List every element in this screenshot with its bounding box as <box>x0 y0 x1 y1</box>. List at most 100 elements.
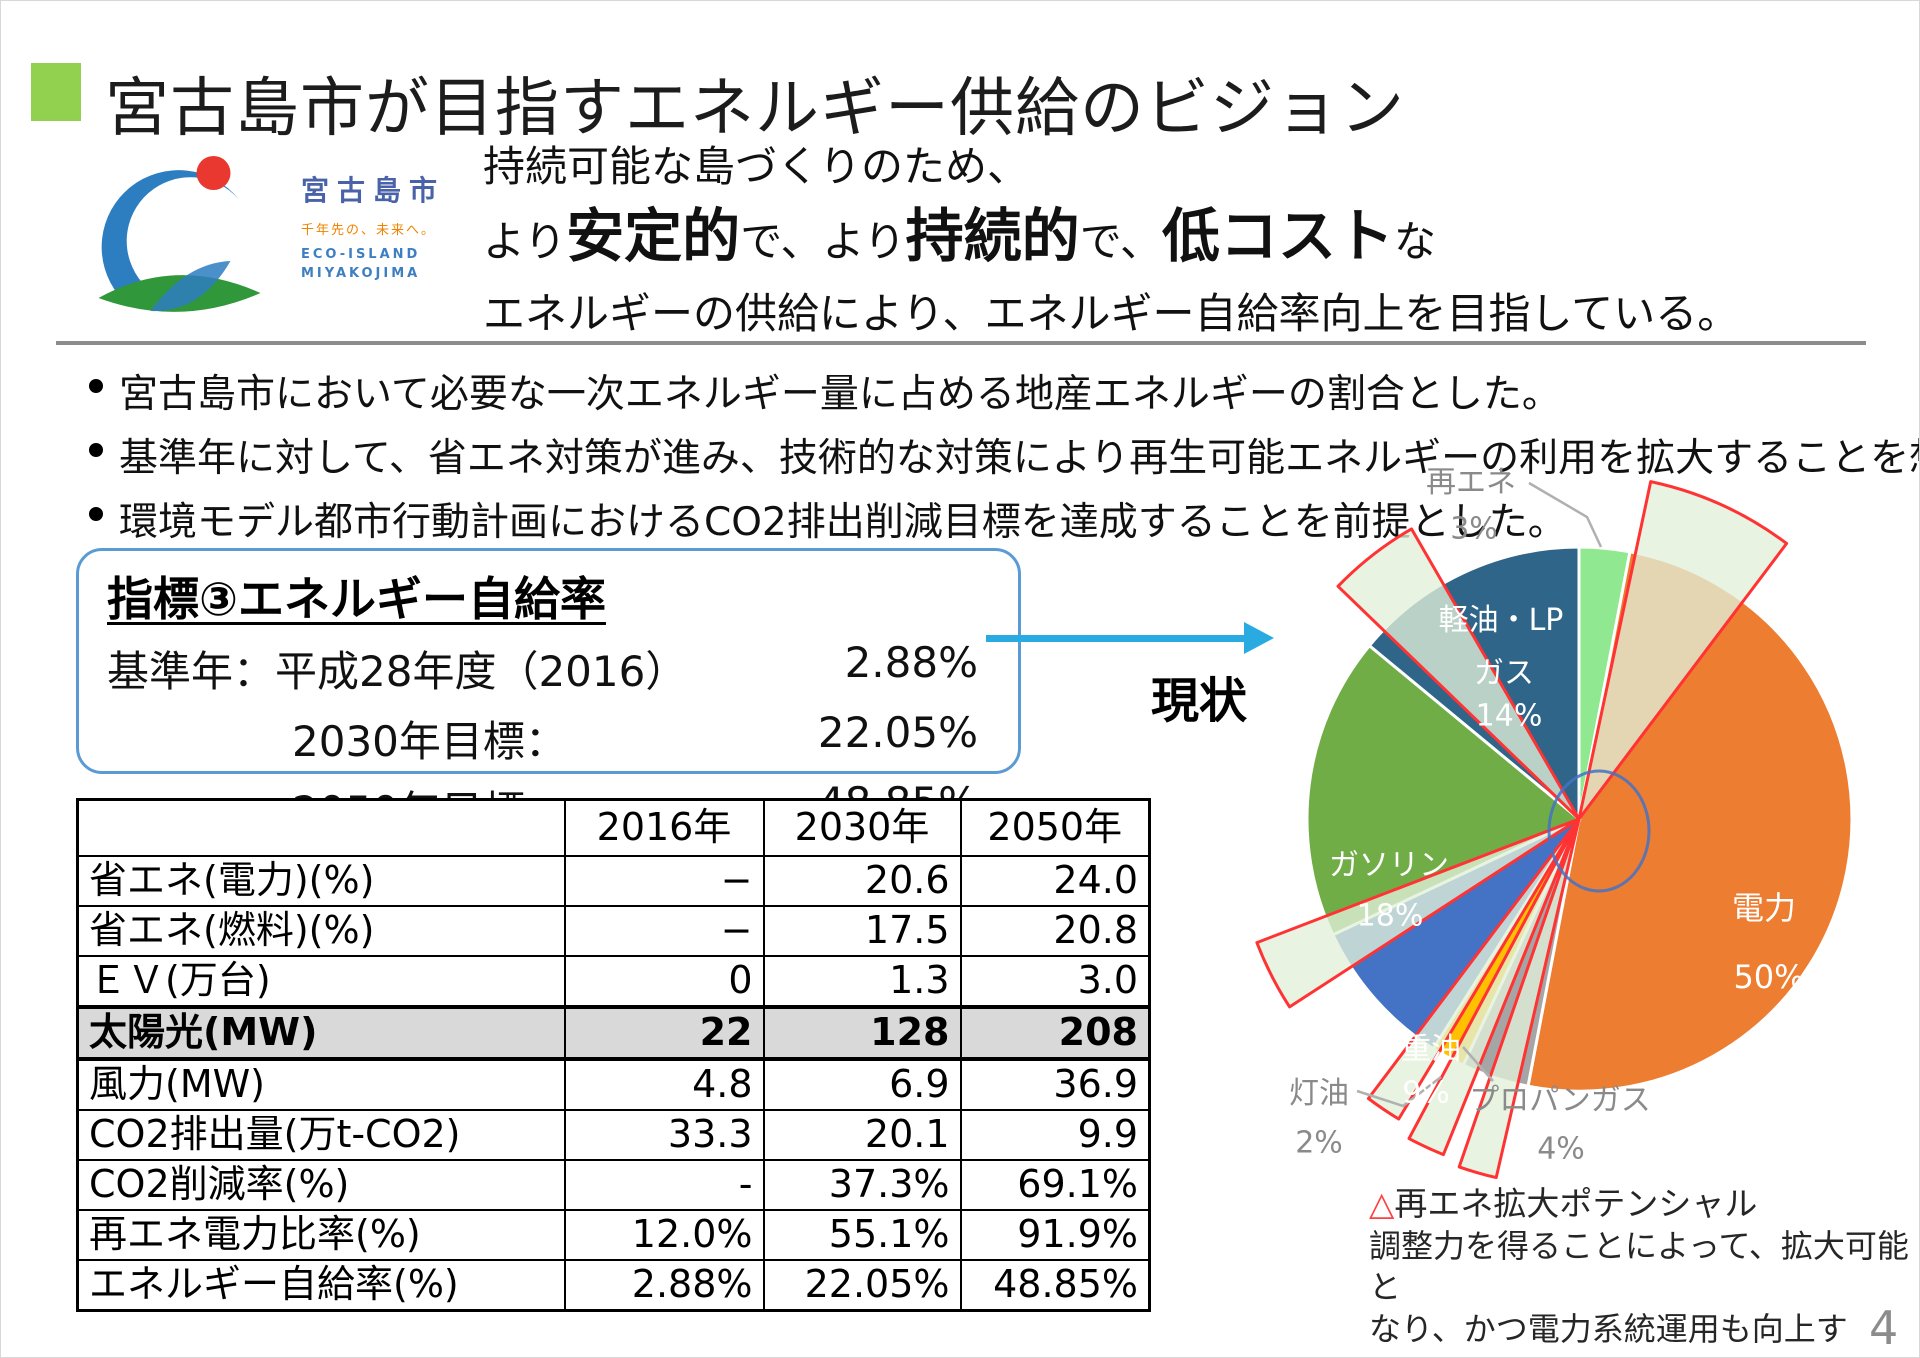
cell-2030: 17.5 <box>762 905 962 957</box>
logo-swoosh <box>101 170 239 295</box>
slogan-keyword-sustainable: 持続的 <box>905 202 1080 270</box>
slogan-keyword-stable: 安定的 <box>566 202 741 270</box>
energy-pie-chart <box>1255 480 1854 1180</box>
table-row: CO2排出量(万t-CO2) 33.3 20.1 9.9 <box>76 1109 1151 1161</box>
indicator-heading: 指標③エネルギー自給率 <box>107 572 606 626</box>
cell-2016: 33.3 <box>563 1109 765 1161</box>
cell-2016: 0 <box>563 955 765 1008</box>
col-header-2050: 2050年 <box>959 798 1151 857</box>
pie-pct-gasoline: 18% <box>1356 898 1424 934</box>
cell-2050: 69.1% <box>959 1159 1151 1211</box>
bullet-item: 宮古島市において必要な一次エネルギー量に占める地産エネルギーの割合とした。 <box>89 363 1589 419</box>
cell-2050: 24.0 <box>959 855 1151 907</box>
row-label: 省エネ(電力)(%) <box>76 855 566 907</box>
table-row-highlight-solar: 太陽光(MW) 22 128 208 <box>76 1005 1151 1061</box>
cell-2016: 22 <box>563 1005 765 1061</box>
cell-2016: 12.0% <box>563 1209 765 1261</box>
cell-2016: − <box>563 905 765 957</box>
bullet-dot-icon <box>89 443 103 457</box>
logo-eco-island: ECO-ISLAND <box>301 247 421 262</box>
slogan-keyword-lowcost: 低コスト <box>1162 202 1395 270</box>
cell-2050: 36.9 <box>959 1058 1151 1111</box>
center-circle-annotation <box>1547 769 1651 893</box>
slogan-part: で、 <box>1079 217 1163 266</box>
cell-2016: 4.8 <box>563 1058 765 1111</box>
pie-pct-renewable: 3% <box>1450 511 1498 547</box>
slogan-line2: より安定的で、より持続的で、低コストな <box>483 202 1733 276</box>
row-label: エネルギー自給率(%) <box>76 1259 566 1312</box>
cell-2030: 128 <box>762 1005 962 1061</box>
expansion-wedge-top-right <box>1577 480 1789 821</box>
indicator-box: 指標③エネルギー自給率 基準年：平成28年度（2016） 2.88% 2030年… <box>76 548 1021 836</box>
table-row: 風力(MW) 4.8 6.9 36.9 <box>76 1058 1151 1111</box>
indicator-value: 2.88% <box>844 638 978 687</box>
current-state-label: 現状 <box>1151 673 1248 729</box>
pie-label-electricity: 電力 <box>1731 889 1797 927</box>
logo-miyakojima: MIYAKOJIMA <box>301 265 421 281</box>
cell-2016: - <box>563 1159 765 1211</box>
pie-label-heavy-oil: 重油 <box>1401 1032 1461 1067</box>
logo-wave <box>150 261 231 312</box>
pie-slice-gasoline <box>1305 643 1582 937</box>
bullet-text: 基準年に対して、省エネ対策が進み、技術的な対策により再生可能エネルギーの利用を拡… <box>119 436 1920 481</box>
note-body-line2: なり、かつ電力系統運用も向上する。 <box>1369 1310 1848 1357</box>
cell-2030: 20.6 <box>762 855 962 907</box>
slogan-block: 持続可能な島づくりのため、 より安定的で、より持続的で、低コストな エネルギーの… <box>483 133 1740 341</box>
indicator-label: 基準年：平成28年度（2016） <box>107 647 688 696</box>
table-row: 再エネ電力比率(%) 12.0% 55.1% 91.9% <box>76 1209 1151 1261</box>
page-number: 4 <box>1869 1301 1899 1355</box>
bullet-list: 宮古島市において必要な一次エネルギー量に占める地産エネルギーの割合とした。 基準… <box>89 363 1919 555</box>
table-row: 省エネ(燃料)(%) − 17.5 20.8 <box>76 905 1151 957</box>
pie-label-gasoline: ガソリン <box>1329 848 1449 883</box>
cell-2050: 48.85% <box>959 1259 1151 1312</box>
slogan-line3: エネルギーの供給により、エネルギー自給率向上を目指している。 <box>483 289 1740 338</box>
pie-label-propane: プロパンガス <box>1469 1083 1651 1118</box>
cell-2030: 20.1 <box>762 1109 962 1161</box>
pie-label-kerosene: 灯油 <box>1289 1076 1349 1111</box>
bullet-dot-icon <box>89 507 103 521</box>
energy-plan-table: 2016年 2030年 2050年 省エネ(電力)(%) − 20.6 24.0… <box>76 798 1151 1312</box>
logo-city-name: 宮古島市 <box>301 174 446 207</box>
note-title: 再エネ拡大ポテンシャル <box>1394 1184 1758 1223</box>
cell-2050: 208 <box>959 1005 1151 1061</box>
header-divider <box>56 341 1866 345</box>
indicator-value: 22.05% <box>817 708 978 757</box>
row-label: CO2削減率(%) <box>76 1159 566 1211</box>
row-label: 省エネ(燃料)(%) <box>76 905 566 957</box>
pie-pct-electricity: 50% <box>1733 958 1805 996</box>
slogan-part: な <box>1394 217 1437 266</box>
slogan-part: より <box>483 217 567 266</box>
bullet-text: 宮古島市において必要な一次エネルギー量に占める地産エネルギーの割合とした。 <box>119 372 1561 417</box>
note-body-line1: 調整力を得ることによって、拡大可能と <box>1369 1226 1909 1307</box>
cell-2050: 3.0 <box>959 955 1151 1008</box>
row-label: 風力(MW) <box>76 1058 566 1111</box>
expansion-note: △再エネ拡大ポテンシャル 調整力を得ることによって、拡大可能と なり、かつ電力系… <box>1369 1183 1909 1357</box>
row-label: 再エネ電力比率(%) <box>76 1209 566 1261</box>
indicator-row-2030: 2030年目標： 22.05% <box>107 708 978 769</box>
cell-2030: 6.9 <box>762 1058 962 1111</box>
page-title: 宮古島市が目指すエネルギー供給のビジョン <box>105 72 1405 146</box>
cell-2050: 91.9% <box>959 1209 1151 1261</box>
cell-2016: − <box>563 855 765 907</box>
expansion-wedge-left <box>1255 817 1581 1009</box>
row-label: CO2排出量(万t-CO2) <box>76 1109 566 1161</box>
bullet-item: 環境モデル都市行動計画におけるCO2排出削減目標を達成することを前提とした。 <box>89 491 1589 547</box>
leader-line-renewable <box>1528 481 1603 548</box>
cell-2050: 20.8 <box>959 905 1151 957</box>
col-header-2030: 2030年 <box>762 798 962 857</box>
table-row: ＥＶ(万台) 0 1.3 3.0 <box>76 955 1151 1008</box>
cell-2030: 55.1% <box>762 1209 962 1261</box>
row-label: ＥＶ(万台) <box>76 955 566 1008</box>
cell-2030: 22.05% <box>762 1259 962 1312</box>
title-bullet-square <box>31 63 81 121</box>
indicator-row-base-year: 基準年：平成28年度（2016） 2.88% <box>107 638 978 699</box>
slogan-line1: 持続可能な島づくりのため、 <box>483 142 1030 191</box>
indicator-label: 2030年目標： <box>292 717 567 766</box>
table-row: CO2削減率(%) - 37.3% 69.1% <box>76 1159 1151 1211</box>
logo-tagline: 千年先の、未来へ。 <box>301 223 437 238</box>
row-label: 太陽光(MW) <box>76 1005 566 1061</box>
pie-pct-heavy-oil: 9% <box>1402 1075 1450 1111</box>
expansion-wedge-upper-left <box>1336 527 1581 821</box>
bullet-item: 基準年に対して、省エネ対策が進み、技術的な対策により再生可能エネルギーの利用を拡… <box>89 427 1919 483</box>
arrow-head-icon <box>1244 622 1274 654</box>
